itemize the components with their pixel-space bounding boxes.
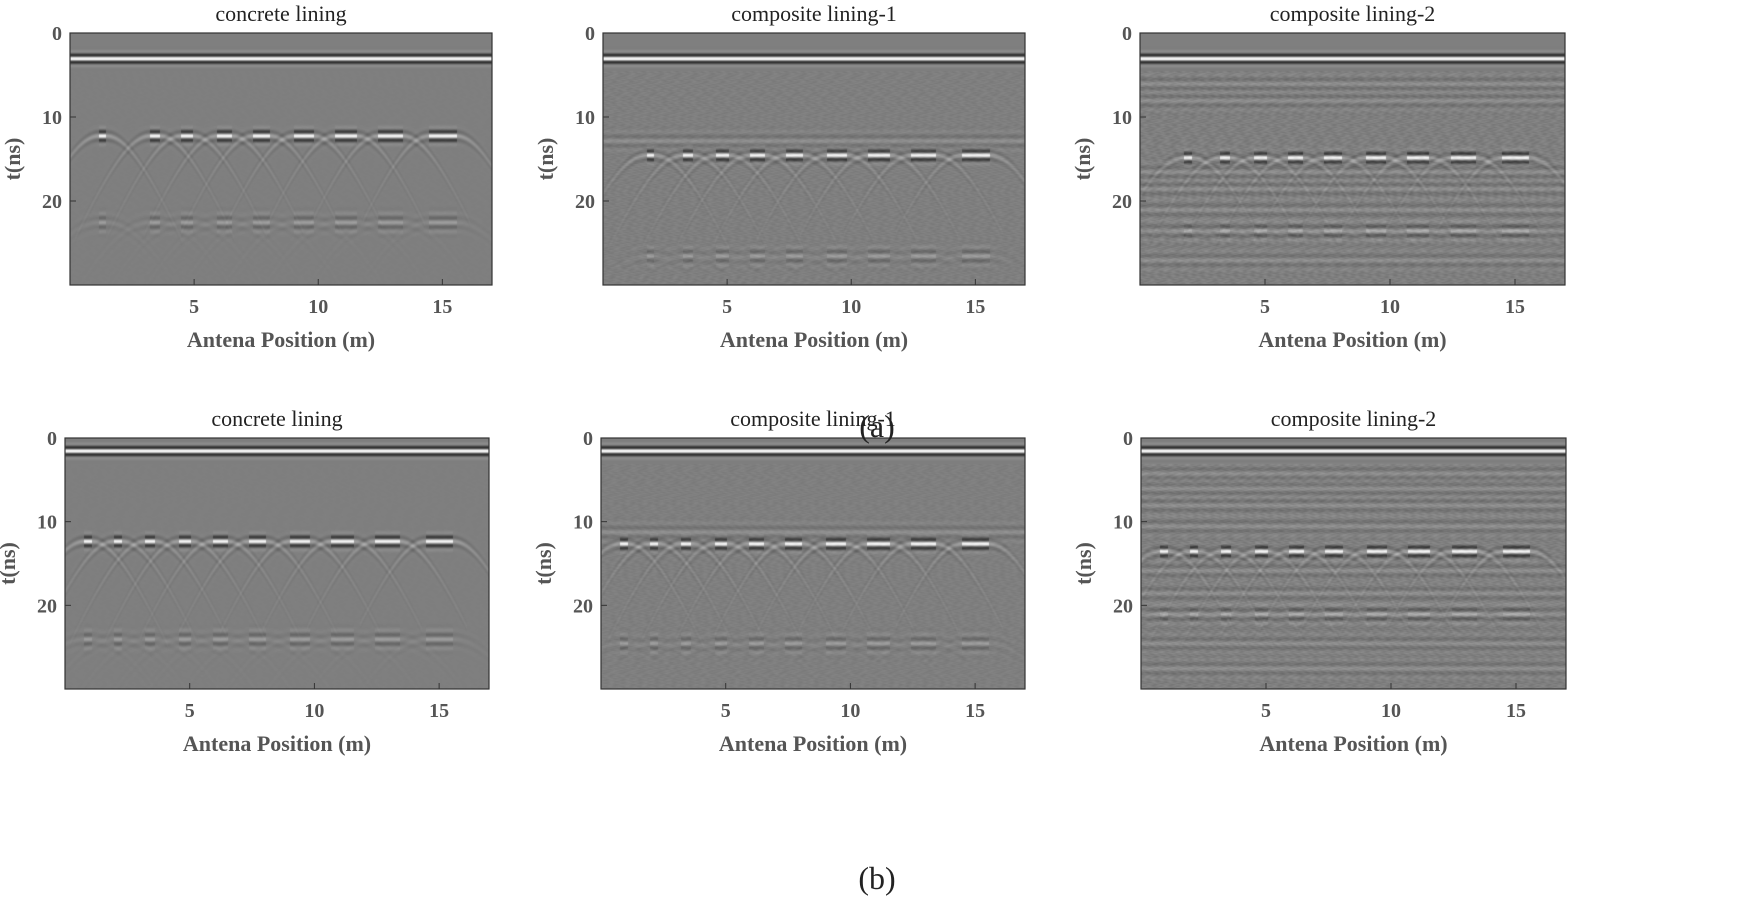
plot-frame (1140, 437, 1567, 690)
x-tick-label: 10 (1380, 296, 1400, 318)
panel-b-1: concrete lining 5 10 15 0 10 20 Antena Position… (0, 406, 490, 756)
y-axis-label: t(ns) (1070, 138, 1095, 181)
caption-a: (a) (859, 408, 895, 444)
plot-title: composite lining-1 (731, 1, 897, 26)
x-axis-label: Antena Position (m) (1259, 731, 1447, 756)
y-axis-label: t(ns) (0, 138, 25, 181)
caption-b: (b) (858, 860, 895, 896)
y-tick-label: 0 (1123, 428, 1133, 450)
y-axis-label: t(ns) (1071, 542, 1096, 585)
y-axis-label: t(ns) (0, 542, 20, 585)
x-axis-label: Antena Position (m) (720, 327, 908, 352)
plot-frame (600, 437, 1026, 690)
plot-title: concrete lining (211, 406, 342, 431)
radargram-image (1141, 438, 1566, 689)
plot-frame (1139, 32, 1566, 286)
y-tick-label: 20 (575, 191, 595, 213)
y-tick-label: 20 (1112, 191, 1132, 213)
x-tick-label: 10 (840, 700, 860, 722)
y-tick-label: 0 (52, 23, 62, 45)
x-tick-label: 15 (965, 296, 985, 318)
y-tick-label: 20 (37, 595, 57, 617)
plot-title: concrete lining (215, 1, 346, 26)
radargram-image (70, 33, 492, 285)
x-tick-label: 5 (722, 296, 732, 318)
x-tick-label: 5 (189, 296, 199, 318)
y-tick-label: 10 (575, 107, 595, 129)
y-tick-label: 10 (1112, 107, 1132, 129)
x-tick-label: 5 (1261, 700, 1271, 722)
x-tick-label: 10 (1381, 700, 1401, 722)
x-tick-label: 10 (841, 296, 861, 318)
x-tick-label: 15 (965, 700, 985, 722)
y-tick-label: 10 (1113, 512, 1133, 534)
x-tick-label: 15 (1506, 700, 1526, 722)
radargram-image (601, 438, 1025, 689)
radargram-image (65, 438, 489, 689)
panel-a-3: composite lining-2 5 10 15 0 10 20 Antena Posit… (1070, 1, 1566, 352)
plot-title: composite lining-2 (1271, 406, 1437, 431)
y-tick-label: 20 (1113, 595, 1133, 617)
x-axis-label: Antena Position (m) (187, 327, 375, 352)
y-tick-label: 0 (47, 428, 57, 450)
y-tick-label: 10 (573, 512, 593, 534)
y-axis-label: t(ns) (531, 542, 556, 585)
panel-b-3: composite lining-2 5 10 15 0 10 20 Antena Posit… (1071, 406, 1567, 756)
y-tick-label: 20 (42, 191, 62, 213)
x-tick-label: 5 (721, 700, 731, 722)
plot-title: composite lining-1 (730, 406, 896, 431)
plot-frame (69, 32, 493, 286)
y-tick-label: 20 (573, 595, 593, 617)
plot-title: composite lining-2 (1270, 1, 1436, 26)
x-tick-label: 15 (1505, 296, 1525, 318)
x-tick-label: 10 (304, 700, 324, 722)
y-tick-label: 0 (585, 23, 595, 45)
y-axis-label: t(ns) (533, 138, 558, 181)
y-tick-label: 0 (1122, 23, 1132, 45)
radargram-image (1140, 33, 1565, 285)
x-tick-label: 15 (429, 700, 449, 722)
x-tick-label: 5 (1260, 296, 1270, 318)
x-axis-label: Antena Position (m) (1258, 327, 1446, 352)
plot-frame (602, 32, 1026, 286)
y-tick-label: 10 (42, 107, 62, 129)
x-axis-label: Antena Position (m) (183, 731, 371, 756)
panel-b-2: composite lining-1 5 10 15 0 10 20 Antena Posit… (531, 406, 1026, 756)
panel-a-2: composite lining-1 5 10 15 0 10 20 Antena Posit… (533, 1, 1026, 352)
panel-a-1: concrete lining 5 10 15 0 10 20 Antena Position… (0, 1, 493, 352)
x-tick-label: 15 (432, 296, 452, 318)
y-tick-label: 0 (583, 428, 593, 450)
x-tick-label: 10 (308, 296, 328, 318)
plot-frame (64, 437, 490, 690)
x-tick-label: 5 (185, 700, 195, 722)
radargram-image (603, 33, 1025, 285)
x-axis-label: Antena Position (m) (719, 731, 907, 756)
panels: concrete lining 5 10 15 0 10 20 Antena Position… (0, 1, 1567, 756)
y-tick-label: 10 (37, 512, 57, 534)
